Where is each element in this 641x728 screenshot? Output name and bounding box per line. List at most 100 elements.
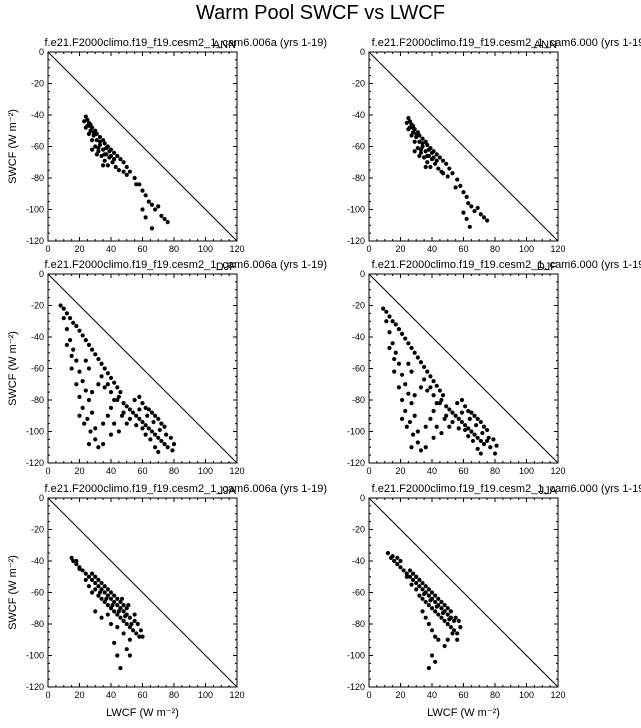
data-point [146,407,151,412]
data-point [61,316,66,321]
x-tick-label: 0 [366,466,371,476]
x-tick-label: 120 [229,690,244,700]
data-point [423,599,428,605]
season-label: DJF [537,261,557,273]
data-point [423,149,428,154]
season-label: DJF [216,261,236,273]
data-point [102,590,107,595]
data-point [105,612,110,617]
data-point [148,437,153,442]
data-point [414,580,419,586]
data-point [58,303,63,308]
data-point [113,164,118,170]
data-point [428,164,433,170]
data-point [105,382,110,387]
x-tick-label: 40 [106,690,116,700]
data-point [407,574,413,579]
data-point [470,438,476,444]
data-point [422,591,427,597]
data-point [381,306,386,311]
data-point [112,380,117,385]
one-to-one-line [368,497,559,688]
data-point [415,429,420,434]
data-point [110,160,115,165]
data-point [425,369,430,374]
data-point [123,614,128,619]
data-point [102,141,107,146]
data-point [423,445,428,450]
x-tick-label: 60 [458,244,468,254]
data-point [115,596,120,601]
y-tick-label: -120 [347,458,365,468]
data-point [96,593,101,598]
data-point [399,372,405,377]
data-point [428,598,433,603]
data-point [464,216,469,222]
data-point [429,150,435,155]
y-tick-label: -100 [26,205,44,215]
data-point [159,213,164,218]
data-point [436,596,441,601]
y-tick-label: 0 [360,47,365,57]
y-tick-label: -20 [31,525,44,535]
y-axis-label: SWCF (W m⁻²) [7,555,19,630]
data-point [423,615,428,620]
data-point [82,119,87,124]
data-point [164,432,169,437]
data-point [124,621,129,627]
data-point [134,182,139,187]
data-point [112,397,117,403]
y-tick-label: -120 [26,682,44,692]
data-point [428,416,433,421]
data-point [414,131,419,136]
data-point [121,401,126,406]
x-tick-label: 40 [427,244,437,254]
data-point [102,158,107,163]
data-point [93,574,98,579]
data-point [86,584,92,589]
data-point [108,621,114,627]
data-point [475,446,480,451]
y-tick-label: -60 [31,142,44,152]
x-tick-label: 20 [74,690,84,700]
data-point [90,590,95,595]
data-point [434,401,439,406]
data-point [488,445,493,450]
y-tick-label: -120 [26,458,44,468]
data-point [406,361,411,366]
y-tick-label: -60 [31,364,44,374]
data-point [118,666,123,671]
y-tick-label: -60 [352,588,365,598]
data-point [447,617,452,622]
data-point [93,587,98,592]
data-point [96,584,101,589]
data-point [156,449,161,455]
data-point [417,584,422,589]
data-point [124,404,129,409]
data-point [422,364,427,370]
data-point [425,153,430,159]
data-point [466,408,471,414]
data-point [71,558,76,564]
data-point [83,125,88,130]
x-tick-label: 100 [198,466,213,476]
data-point [102,152,107,157]
data-point [108,590,114,595]
y-tick-label: -80 [352,395,365,405]
data-point [119,413,125,418]
data-point [486,435,491,440]
data-point [153,207,158,212]
data-point [115,153,120,159]
data-point [80,379,85,384]
data-point [399,397,405,403]
x-tick-label: 0 [366,690,371,700]
x-tick-label: 60 [458,690,468,700]
data-point [99,587,104,592]
data-point [90,138,95,143]
x-tick-label: 20 [395,244,405,254]
data-point [149,429,155,434]
data-point [456,618,461,623]
data-point [108,390,114,395]
data-point [396,385,402,390]
data-point [104,145,109,151]
